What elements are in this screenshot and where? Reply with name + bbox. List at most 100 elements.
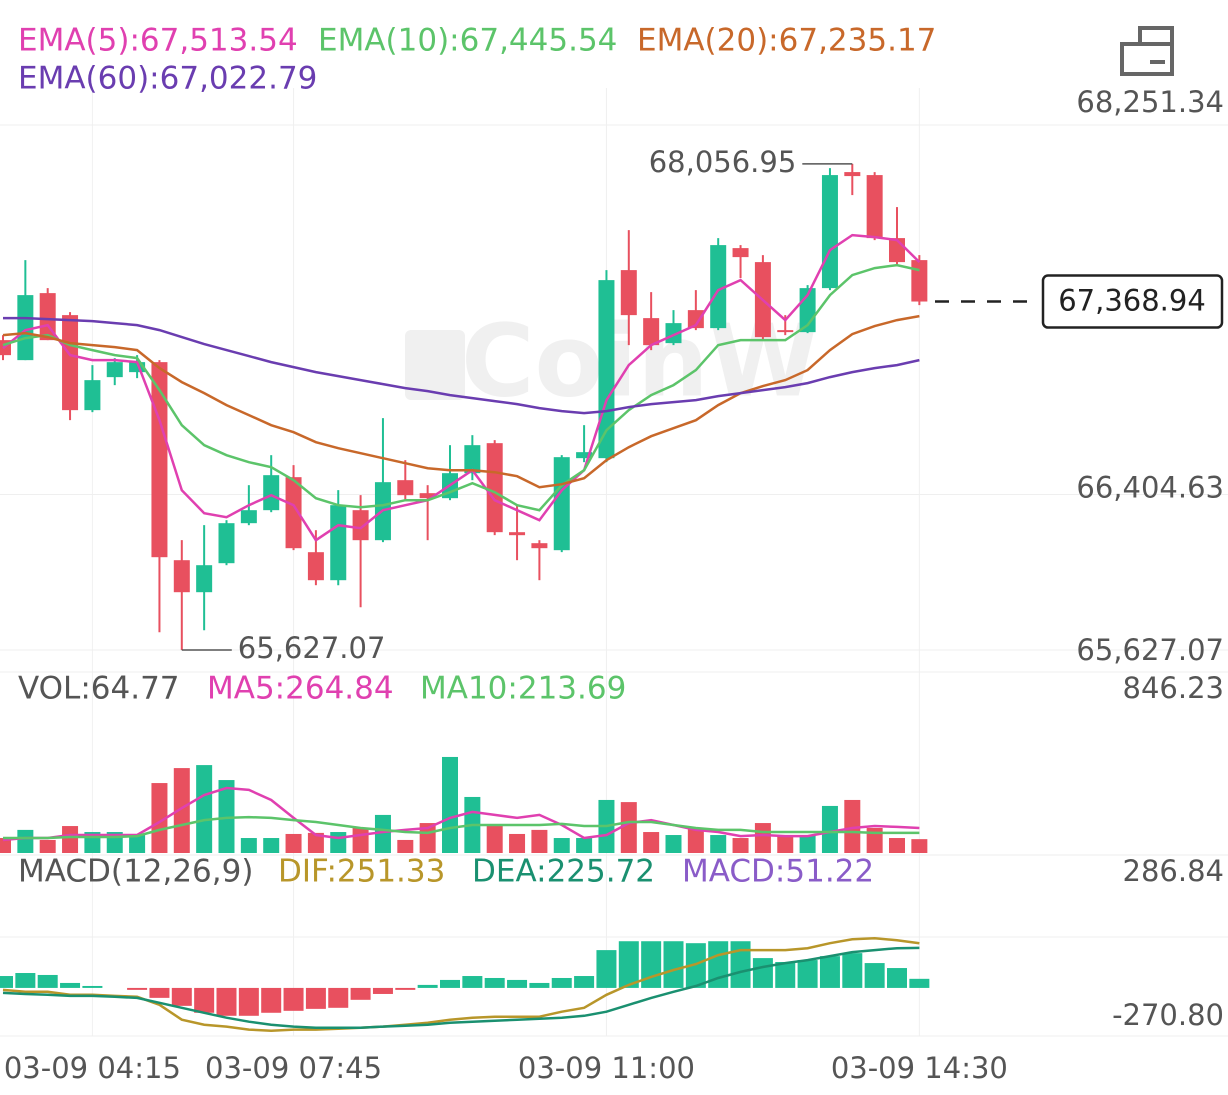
candle-body	[822, 175, 838, 288]
macd-bar	[753, 958, 773, 988]
macd-bar	[865, 963, 885, 988]
x-tick-label: 03-09 07:45	[205, 1051, 382, 1085]
candle-body	[867, 175, 883, 238]
macd-bar	[217, 988, 237, 1016]
candle-body	[397, 480, 413, 495]
legend-entry: VOL:64.77	[18, 671, 180, 707]
volume-bar	[777, 835, 793, 853]
macd-bar	[306, 988, 326, 1009]
candle-body	[62, 315, 78, 410]
macd-bar	[149, 988, 169, 998]
macd-bar	[82, 986, 102, 988]
macd-bar	[820, 956, 840, 988]
pane-title: MACD(12,26,9)	[18, 854, 253, 890]
macd-bar	[373, 988, 393, 994]
candle-body	[196, 565, 212, 592]
volume-bar	[710, 835, 726, 853]
volume-bar	[196, 765, 212, 853]
macd-bar	[462, 976, 482, 988]
volume-bar	[531, 830, 547, 853]
volume-bar	[330, 832, 346, 853]
volume-bar	[643, 832, 659, 853]
y-tick-label: 65,627.07	[1076, 633, 1224, 667]
volume-bar	[353, 828, 369, 853]
macd-bar	[351, 988, 371, 1000]
macd-bar	[127, 988, 147, 990]
legend-entry: EMA(60):67,022.79	[18, 61, 317, 97]
candle-body	[911, 260, 927, 301]
y-tick-label: 286.84	[1123, 854, 1224, 888]
volume-bar	[554, 838, 570, 853]
candle-body	[330, 505, 346, 580]
volume-bar	[286, 834, 302, 853]
macd-bar	[842, 953, 862, 988]
volume-bar	[889, 838, 905, 853]
legend-entry: EMA(10):67,445.54	[318, 23, 617, 59]
volume-bar	[40, 840, 56, 853]
volume-bar	[911, 839, 927, 853]
macd-bar	[664, 941, 684, 988]
macd-bar	[529, 983, 549, 988]
candle-body	[263, 475, 279, 510]
legend-entry: EMA(5):67,513.54	[18, 23, 298, 59]
candle-body	[777, 330, 793, 332]
volume-bar	[733, 838, 749, 853]
volume-bar	[509, 834, 525, 853]
volume-bar	[800, 835, 816, 853]
low-label: 65,627.07	[238, 631, 386, 665]
volume-bar	[487, 825, 503, 853]
candle-body	[531, 543, 547, 548]
last-price-label: 67,368.94	[1058, 284, 1206, 318]
macd-bar	[552, 978, 572, 988]
macd-bar	[619, 941, 639, 988]
macd-bar	[395, 988, 415, 990]
macd-bar	[485, 978, 505, 988]
legend-entry: MA10:213.69	[420, 671, 626, 707]
candle-body	[844, 172, 860, 176]
legend-entry: DEA:225.72	[472, 854, 655, 890]
volume-bar	[263, 838, 279, 853]
candle-body	[107, 362, 123, 377]
volume-bar	[576, 838, 592, 853]
macd-bar	[418, 985, 438, 988]
macd-bar	[15, 973, 35, 988]
volume-bar	[822, 806, 838, 853]
volume-bar	[129, 835, 145, 853]
candle-body	[174, 560, 190, 592]
macd-bar	[328, 988, 348, 1008]
candle-body	[241, 510, 257, 523]
volume-bar	[62, 826, 78, 853]
macd-bar	[440, 980, 460, 988]
legend-entry: MACD:51.22	[682, 854, 874, 890]
volume-bar	[442, 757, 458, 853]
macd-bar	[284, 988, 304, 1011]
x-tick-label: 03-09 14:30	[831, 1051, 1008, 1085]
macd-bar	[261, 988, 281, 1013]
candle-body	[84, 380, 100, 410]
volume-bar	[17, 830, 33, 853]
macd-bar	[909, 979, 929, 988]
candle-body	[509, 532, 525, 535]
candle-body	[554, 457, 570, 550]
volume-bar	[241, 838, 257, 853]
candle-body	[621, 270, 637, 315]
volume-bar	[397, 840, 413, 853]
macd-bar	[507, 980, 527, 988]
high-label: 68,056.95	[649, 145, 797, 179]
volume-bar	[688, 828, 704, 853]
y-tick-label: 68,251.34	[1076, 85, 1224, 119]
volume-bar	[755, 823, 771, 853]
macd-bar	[0, 976, 13, 988]
candle-body	[308, 552, 324, 580]
macd-bar	[60, 983, 80, 988]
candle-body	[643, 318, 659, 345]
x-tick-label: 03-09 04:15	[4, 1051, 181, 1085]
volume-bar	[621, 802, 637, 853]
candle-body	[219, 523, 235, 563]
macd-bar	[172, 988, 192, 1006]
macd-bar	[239, 988, 259, 1016]
macd-bar	[574, 976, 594, 988]
macd-bar	[887, 968, 907, 988]
